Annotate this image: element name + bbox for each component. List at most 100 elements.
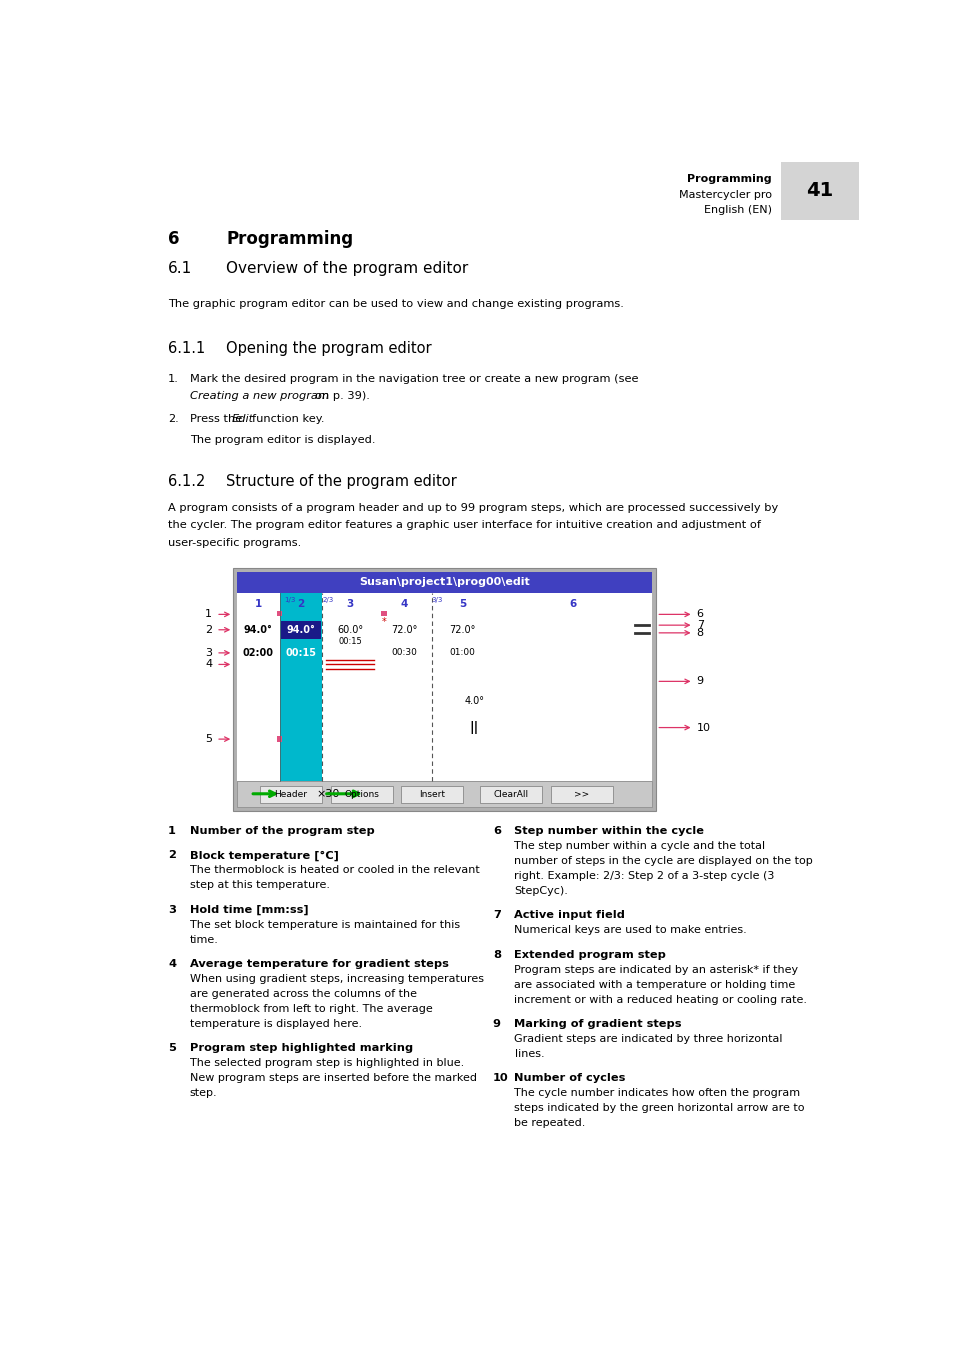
Text: When using gradient steps, increasing temperatures: When using gradient steps, increasing te…	[190, 973, 483, 984]
Text: Programming: Programming	[226, 230, 353, 248]
Text: 3: 3	[168, 904, 176, 915]
Text: *: *	[381, 617, 386, 628]
Text: StepCyc).: StepCyc).	[514, 886, 568, 896]
Text: 6: 6	[493, 826, 500, 836]
Text: function key.: function key.	[252, 414, 324, 424]
Text: on p. 39).: on p. 39).	[315, 390, 370, 401]
Bar	[259, 786, 322, 803]
Text: 6.1: 6.1	[168, 261, 193, 275]
Text: Block temperature [°C]: Block temperature [°C]	[190, 850, 338, 861]
Bar	[479, 786, 542, 803]
Text: 10: 10	[696, 722, 710, 733]
Text: The thermoblock is heated or cooled in the relevant: The thermoblock is heated or cooled in t…	[190, 865, 479, 875]
Text: 4.0°: 4.0°	[464, 695, 484, 706]
Text: the cycler. The program editor features a graphic user interface for intuitive c: the cycler. The program editor features …	[168, 521, 760, 531]
Text: The set block temperature is maintained for this: The set block temperature is maintained …	[190, 919, 459, 930]
Text: number of steps in the cycle are displayed on the top: number of steps in the cycle are display…	[514, 856, 812, 867]
Text: 1: 1	[205, 609, 212, 620]
Bar	[233, 568, 656, 811]
Text: 1/3: 1/3	[284, 597, 295, 602]
Text: ×30: ×30	[316, 788, 339, 799]
Bar	[330, 786, 393, 803]
Text: Program steps are indicated by an asterisk* if they: Program steps are indicated by an asteri…	[514, 965, 798, 975]
Text: thermoblock from left to right. The average: thermoblock from left to right. The aver…	[190, 1004, 432, 1014]
Bar	[550, 786, 613, 803]
Text: Marking of gradient steps: Marking of gradient steps	[514, 1019, 681, 1029]
Text: Creating a new program: Creating a new program	[190, 390, 329, 401]
Text: user-specific programs.: user-specific programs.	[168, 537, 301, 548]
Text: 3: 3	[346, 598, 354, 609]
Bar	[236, 572, 652, 593]
Text: Numerical keys are used to make entries.: Numerical keys are used to make entries.	[514, 926, 746, 936]
Text: 94.0°: 94.0°	[286, 625, 315, 634]
Text: 2.: 2.	[168, 414, 178, 424]
Text: Susan\project1\prog00\edit: Susan\project1\prog00\edit	[359, 578, 530, 587]
Text: 94.0°: 94.0°	[244, 625, 273, 634]
Text: Active input field: Active input field	[514, 910, 625, 921]
Text: steps indicated by the green horizontal arrow are to: steps indicated by the green horizontal …	[514, 1103, 804, 1114]
Text: Structure of the program editor: Structure of the program editor	[226, 474, 456, 489]
Text: 3/3: 3/3	[431, 597, 442, 602]
Text: 1.: 1.	[168, 374, 179, 383]
Bar	[281, 621, 320, 639]
Text: Average temperature for gradient steps: Average temperature for gradient steps	[190, 958, 448, 969]
Text: The graphic program editor can be used to view and change existing programs.: The graphic program editor can be used t…	[168, 300, 623, 309]
Text: 6: 6	[168, 230, 179, 248]
Text: 01:00: 01:00	[449, 648, 475, 657]
Text: 8: 8	[696, 628, 703, 637]
Text: 6.1.1: 6.1.1	[168, 342, 205, 356]
Text: 9: 9	[493, 1019, 500, 1029]
Text: be repeated.: be repeated.	[514, 1118, 585, 1129]
Text: increment or with a reduced heating or cooling rate.: increment or with a reduced heating or c…	[514, 995, 806, 1004]
Bar	[400, 786, 463, 803]
Text: 3: 3	[205, 648, 212, 657]
Text: 7: 7	[696, 620, 703, 630]
Text: Overview of the program editor: Overview of the program editor	[226, 261, 468, 275]
Text: 2: 2	[297, 598, 304, 609]
Text: English (EN): English (EN)	[703, 205, 771, 215]
Bar	[279, 593, 322, 782]
Text: Insert: Insert	[419, 790, 445, 799]
Text: 8: 8	[493, 949, 500, 960]
Text: Number of cycles: Number of cycles	[514, 1073, 625, 1083]
Text: 2/3: 2/3	[322, 597, 334, 602]
Text: Program step highlighted marking: Program step highlighted marking	[190, 1044, 413, 1053]
Text: step.: step.	[190, 1088, 217, 1099]
Bar	[236, 782, 652, 807]
Text: 2: 2	[168, 850, 175, 860]
Text: 4: 4	[168, 958, 176, 969]
Text: 1: 1	[254, 598, 262, 609]
Text: 10: 10	[493, 1073, 508, 1083]
Text: Number of the program step: Number of the program step	[190, 826, 375, 836]
Text: lines.: lines.	[514, 1049, 543, 1058]
Text: 1: 1	[168, 826, 175, 836]
Text: 41: 41	[805, 181, 833, 200]
Text: are generated across the columns of the: are generated across the columns of the	[190, 990, 416, 999]
Text: Gradient steps are indicated by three horizontal: Gradient steps are indicated by three ho…	[514, 1034, 782, 1044]
Text: Step number within the cycle: Step number within the cycle	[514, 826, 703, 836]
Text: Mastercycler pro: Mastercycler pro	[679, 190, 771, 200]
Text: Extended program step: Extended program step	[514, 949, 666, 960]
Text: The step number within a cycle and the total: The step number within a cycle and the t…	[514, 841, 765, 850]
Text: A program consists of a program header and up to 99 program steps, which are pro: A program consists of a program header a…	[168, 504, 778, 513]
Text: 5: 5	[458, 598, 466, 609]
Text: 00:15: 00:15	[338, 637, 362, 645]
Text: 4: 4	[205, 659, 212, 670]
Text: 72.0°: 72.0°	[391, 625, 417, 634]
Text: 6: 6	[696, 609, 703, 620]
Text: >>: >>	[574, 790, 589, 799]
Text: 5: 5	[168, 1044, 175, 1053]
Text: Mark the desired program in the navigation tree or create a new program (see: Mark the desired program in the navigati…	[190, 374, 638, 383]
Text: 00:15: 00:15	[285, 648, 316, 657]
Text: 5: 5	[205, 734, 212, 744]
Text: Programming: Programming	[686, 174, 771, 185]
Text: 02:00: 02:00	[243, 648, 274, 657]
Text: step at this temperature.: step at this temperature.	[190, 880, 330, 891]
Text: 2: 2	[205, 625, 212, 634]
Text: 9: 9	[696, 676, 703, 686]
Bar	[381, 612, 386, 617]
Text: Opening the program editor: Opening the program editor	[226, 342, 432, 356]
Text: 7: 7	[493, 910, 500, 921]
Text: 00:30: 00:30	[391, 648, 417, 657]
Text: ClearAll: ClearAll	[493, 790, 528, 799]
